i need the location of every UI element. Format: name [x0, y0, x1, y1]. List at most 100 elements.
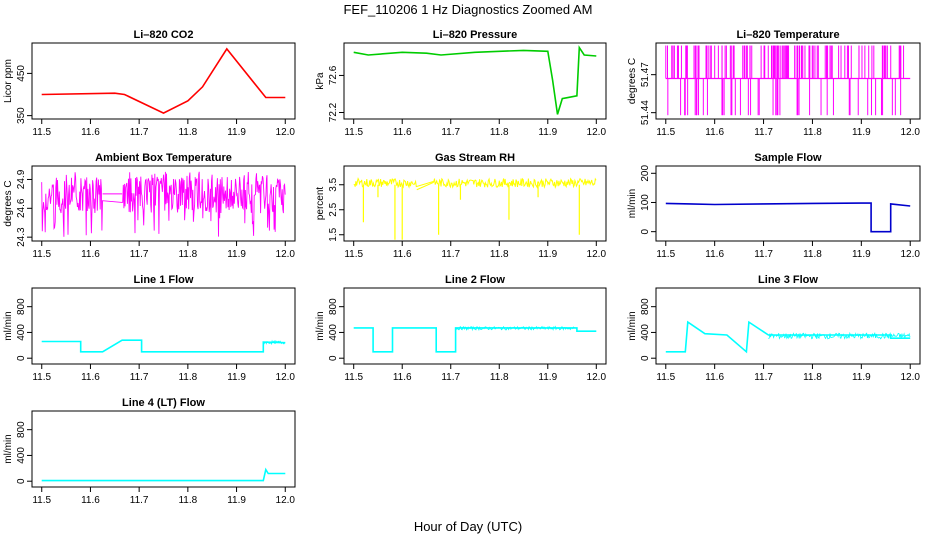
x-tick-label: 12.0: [900, 249, 920, 260]
x-tick-label: 11.5: [344, 249, 363, 260]
plot-frame: [343, 287, 607, 365]
x-tick-label: 12.0: [587, 127, 607, 138]
x-tick-label: 11.8: [490, 127, 509, 138]
x-tick-label: 11.6: [81, 127, 100, 138]
panel-title: Li–820 CO2: [134, 29, 194, 41]
panel-9: Line 3 Flow ml/min 11.5 11.6 11.7 11.8 11.9 12.…: [627, 274, 921, 383]
series-line: [41, 467, 286, 482]
panel-grid: Li–820 CO2 Licor ppm 11.5 11.6 11.7 11.8 11.9 1…: [3, 29, 921, 506]
series-line: [41, 339, 286, 353]
series-noise: [41, 171, 286, 237]
y-axis-label: ml/min: [315, 311, 326, 340]
x-tick-label: 11.9: [852, 249, 871, 260]
x-tick-label: 11.5: [32, 372, 51, 383]
x-tick-label: 11.6: [81, 495, 100, 506]
panel-title: Line 3 Flow: [758, 274, 818, 286]
x-tick-label: 12.0: [276, 372, 296, 383]
x-tick-label: 11.6: [705, 127, 724, 138]
y-tick-label: 72.2: [328, 102, 339, 122]
x-tick-label: 12.0: [276, 127, 296, 138]
panel-2: Li–820 Pressure kPa 11.5 11.6 11.7 11.8 11.9 12…: [315, 29, 607, 138]
plot-frame: [31, 42, 296, 120]
x-tick-label: 11.9: [852, 127, 871, 138]
x-tick-label: 11.7: [130, 127, 149, 138]
series-line: [665, 202, 911, 233]
y-tick-label: 400: [16, 324, 27, 341]
x-tick-label: 12.0: [900, 372, 920, 383]
panel-8: Line 2 Flow ml/min 11.5 11.6 11.7 11.8 11.9 12.…: [315, 274, 607, 383]
x-tick-label: 11.8: [178, 495, 197, 506]
y-tick-label: 24.6: [16, 198, 27, 218]
y-axis-label: Licor ppm: [3, 59, 14, 103]
y-tick-label: 51.44: [640, 100, 651, 125]
x-tick-label: 11.8: [490, 372, 509, 383]
y-tick-label: 24.9: [16, 169, 27, 189]
x-tick-label: 11.5: [656, 127, 675, 138]
x-tick-label: 11.6: [81, 372, 100, 383]
panel-title: Li–820 Pressure: [433, 29, 517, 41]
x-tick-label: 11.7: [130, 495, 149, 506]
series-line: [353, 45, 597, 115]
panel-5: Gas Stream RH percent 11.5 11.6 11.7 11.8 11.9…: [315, 152, 607, 260]
y-tick-label: 0: [328, 355, 339, 361]
x-tick-label: 11.7: [130, 372, 149, 383]
x-tick-label: 11.7: [754, 127, 773, 138]
x-tick-label: 11.9: [227, 495, 246, 506]
y-tick-label: 1.5: [328, 227, 339, 241]
x-tick-label: 11.8: [490, 249, 509, 260]
x-tick-label: 11.5: [344, 127, 363, 138]
x-tick-label: 11.7: [441, 127, 460, 138]
x-tick-label: 12.0: [276, 495, 296, 506]
x-tick-label: 11.6: [393, 127, 412, 138]
plot-frame: [31, 410, 296, 488]
x-tick-label: 11.5: [32, 495, 51, 506]
plot-frame: [343, 42, 607, 120]
y-tick-label: 0: [640, 228, 651, 234]
x-tick-label: 11.8: [178, 372, 197, 383]
panel-title: Line 2 Flow: [445, 274, 505, 286]
plot-frame: [655, 42, 921, 120]
x-tick-label: 11.6: [393, 249, 412, 260]
y-axis-label: kPa: [315, 72, 326, 90]
series-noise: [455, 325, 577, 332]
y-tick-label: 400: [328, 324, 339, 341]
y-tick-label: 3.5: [328, 177, 339, 191]
series-line: [665, 320, 911, 354]
panel-title: Sample Flow: [754, 152, 822, 164]
series-path: [665, 202, 911, 233]
x-tick-label: 11.7: [130, 249, 149, 260]
x-tick-label: 11.9: [227, 127, 246, 138]
plot-frame: [31, 287, 296, 365]
x-tick-label: 11.6: [393, 372, 412, 383]
x-tick-label: 11.8: [178, 249, 197, 260]
series-path: [353, 327, 597, 353]
series-line: [41, 171, 286, 237]
y-tick-label: 72.6: [328, 65, 339, 85]
x-tick-label: 12.0: [276, 249, 296, 260]
x-tick-label: 11.6: [81, 249, 100, 260]
panel-title: Gas Stream RH: [435, 152, 515, 164]
panel-title: Li–820 Temperature: [736, 29, 839, 41]
y-tick-label: 800: [16, 298, 27, 315]
y-tick-label: 51.47: [640, 62, 651, 87]
y-tick-label: 0: [640, 355, 651, 361]
y-axis-label: ml/min: [627, 189, 638, 218]
x-tick-label: 11.9: [538, 372, 557, 383]
x-tick-label: 11.9: [227, 372, 246, 383]
panel-title: Line 1 Flow: [134, 274, 194, 286]
x-tick-label: 11.8: [803, 249, 822, 260]
y-axis-label: degrees C: [627, 58, 638, 104]
x-tick-label: 11.7: [754, 372, 773, 383]
x-tick-label: 11.9: [538, 249, 557, 260]
series-noise: [768, 331, 911, 340]
x-tick-label: 11.7: [441, 372, 460, 383]
plot-frame: [655, 165, 921, 242]
x-tick-label: 11.7: [754, 249, 773, 260]
x-tick-label: 12.0: [900, 127, 920, 138]
y-tick-label: 2.5: [328, 202, 339, 216]
y-tick-label: 800: [328, 298, 339, 315]
y-tick-label: 450: [16, 65, 27, 82]
y-axis-label: ml/min: [627, 311, 638, 340]
series-line: [665, 45, 911, 116]
panel-title: Line 4 (LT) Flow: [122, 397, 205, 409]
